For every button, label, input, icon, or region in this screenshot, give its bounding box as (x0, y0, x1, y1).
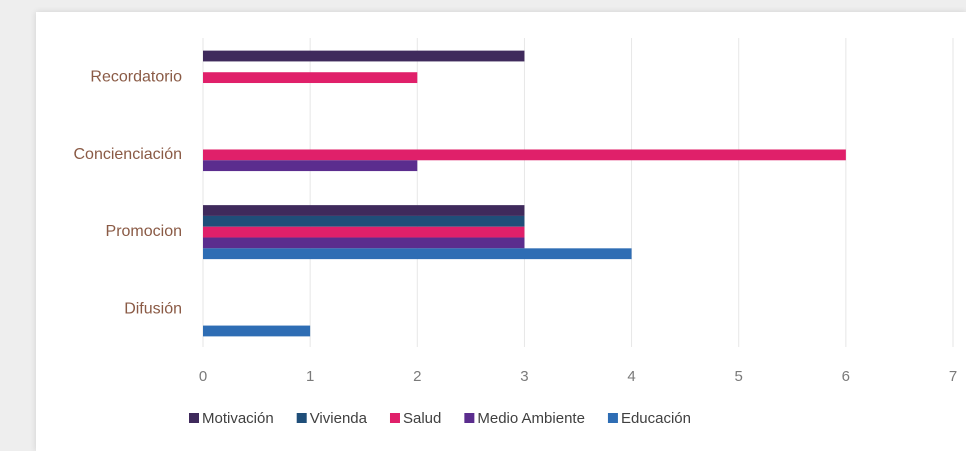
x-tick-label-0: 0 (199, 368, 207, 385)
bar-concienciacion-salud (203, 149, 846, 161)
legend-label-medio-ambiente: Medio Ambiente (477, 410, 585, 427)
legend-swatch-vivienda (296, 413, 307, 423)
x-tick-label-5: 5 (735, 368, 743, 385)
legend-swatch-medio-ambiente (464, 413, 475, 423)
bars (203, 50, 846, 337)
x-tick-label-2: 2 (413, 368, 421, 385)
bar-promocion-salud (203, 226, 525, 238)
category-label-concienciacion: Concienciación (73, 146, 182, 163)
bar-promocion-motivacion (203, 205, 525, 216)
chart-frame: Recordatorio Concienciación Promocion Difus… (36, 12, 966, 451)
x-tick-label-1: 1 (306, 368, 314, 385)
bar-promocion-medio-ambiente (203, 237, 525, 249)
legend-label-salud: Salud (403, 410, 441, 427)
x-tick-label-3: 3 (520, 368, 528, 385)
category-label-difusion: Difusión (124, 300, 182, 317)
legend-swatch-motivacion (189, 413, 199, 423)
legend-label-vivienda: Vivienda (310, 410, 368, 427)
x-tick-label-4: 4 (627, 368, 635, 385)
legend-swatch-salud (389, 413, 400, 423)
category-label-recordatorio: Recordatorio (90, 69, 182, 86)
x-axis-ticks: 0 1 2 3 4 5 6 7 (199, 368, 957, 385)
bar-promocion-vivienda (203, 215, 525, 227)
x-tick-label-7: 7 (949, 368, 957, 385)
legend: Motivación Vivienda Salud Medio Ambiente Edu… (189, 410, 691, 427)
bar-concienciacion-medio-ambiente (203, 160, 418, 172)
category-labels: Recordatorio Concienciación Promocion Difus… (73, 69, 182, 318)
category-label-promocion: Promocion (106, 223, 182, 240)
legend-label-educacion: Educación (621, 410, 691, 427)
bar-difusion-educacion (203, 325, 311, 337)
legend-swatch-educacion (607, 413, 618, 423)
bar-promocion-educacion (203, 248, 632, 260)
gridlines (202, 38, 954, 347)
bar-recordatorio-motivacion (203, 50, 525, 62)
bar-chart: Recordatorio Concienciación Promocion Difus… (73, 38, 957, 427)
legend-label-motivacion: Motivación (202, 410, 274, 427)
bar-recordatorio-salud (203, 72, 418, 84)
x-tick-label-6: 6 (842, 368, 850, 385)
